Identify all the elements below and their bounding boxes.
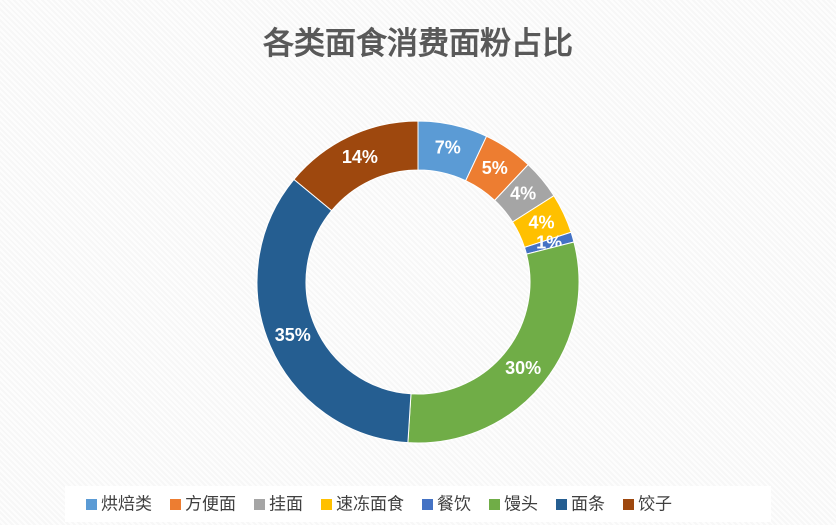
- donut-slice: [293, 120, 419, 212]
- data-label: 4%: [510, 184, 536, 204]
- legend-label: 烘焙类: [101, 494, 152, 513]
- donut-slice: [407, 241, 580, 444]
- legend-swatch: [86, 499, 97, 510]
- data-label: 14%: [342, 147, 378, 167]
- legend-swatch: [422, 499, 433, 510]
- legend-swatch: [489, 499, 500, 510]
- legend-label: 饺子: [638, 494, 672, 513]
- legend-label: 餐饮: [437, 494, 471, 513]
- data-label: 5%: [482, 158, 508, 178]
- legend-label: 面条: [571, 494, 605, 513]
- data-label: 7%: [435, 138, 461, 158]
- legend-label: 馒头: [504, 494, 538, 513]
- data-label: 35%: [275, 325, 311, 345]
- legend-swatch: [321, 499, 332, 510]
- legend-swatch: [254, 499, 265, 510]
- chart-title: 各类面食消费面粉占比: [262, 26, 573, 61]
- data-label: 4%: [529, 213, 555, 233]
- legend-label: 方便面: [185, 494, 236, 513]
- legend-label: 速冻面食: [336, 494, 404, 513]
- legend-label: 挂面: [269, 494, 303, 513]
- legend-swatch: [556, 499, 567, 510]
- legend-swatch: [170, 499, 181, 510]
- legend-box: [65, 486, 771, 522]
- legend-swatch: [623, 499, 634, 510]
- data-label: 30%: [505, 358, 541, 378]
- donut-slice: [256, 178, 412, 444]
